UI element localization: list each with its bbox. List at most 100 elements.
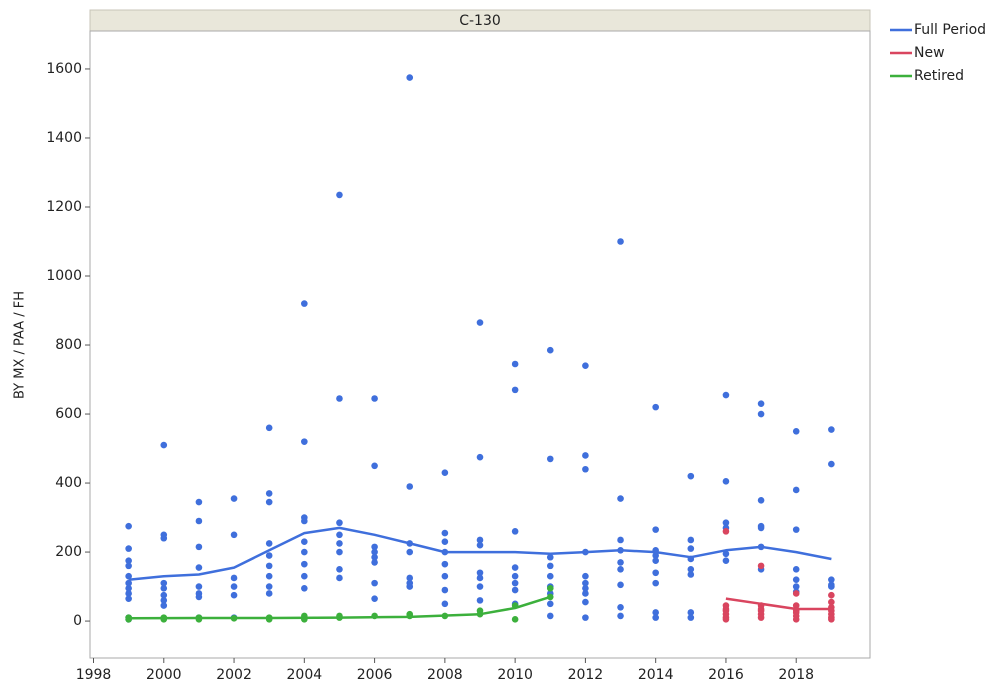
point — [757, 524, 765, 532]
point — [687, 472, 695, 480]
point — [792, 526, 800, 533]
fit-line — [128, 595, 551, 620]
x-tick-label: 2006 — [357, 667, 393, 683]
point — [617, 238, 624, 245]
point — [301, 438, 308, 445]
point — [511, 528, 519, 535]
point — [406, 483, 414, 490]
point — [511, 616, 519, 623]
point — [722, 557, 730, 564]
point — [301, 300, 308, 307]
point — [336, 574, 343, 582]
point — [230, 531, 238, 539]
point — [792, 590, 800, 597]
point — [476, 541, 484, 549]
point — [301, 517, 308, 525]
point — [582, 590, 589, 597]
point — [757, 614, 765, 621]
point — [195, 564, 203, 571]
point — [371, 579, 378, 587]
point — [476, 597, 484, 604]
point — [441, 538, 449, 546]
point — [265, 590, 273, 597]
x-tick-label: 2000 — [146, 667, 182, 683]
point — [371, 543, 378, 551]
point — [582, 465, 589, 473]
point — [441, 572, 449, 580]
point — [687, 545, 695, 552]
point — [336, 540, 343, 547]
point — [476, 453, 484, 461]
point — [757, 410, 765, 418]
chart-title: C-130 — [459, 13, 501, 29]
point — [406, 74, 414, 81]
point — [722, 478, 730, 485]
point — [230, 591, 238, 599]
point — [336, 519, 343, 527]
point — [828, 426, 835, 433]
point — [687, 566, 695, 573]
point — [652, 403, 659, 411]
point — [617, 536, 624, 544]
x-tick-label: 2018 — [778, 667, 814, 683]
point — [301, 538, 308, 546]
point — [546, 612, 554, 620]
point — [722, 528, 730, 535]
point — [160, 602, 168, 609]
point — [301, 584, 308, 592]
point — [230, 495, 238, 502]
point — [336, 566, 343, 573]
point — [511, 572, 519, 580]
point — [582, 362, 589, 370]
point — [265, 540, 273, 547]
y-tick-label: 1200 — [46, 199, 82, 215]
point — [160, 579, 168, 587]
point — [722, 391, 730, 399]
point — [792, 576, 800, 583]
point — [195, 517, 203, 525]
fit-line — [725, 597, 832, 611]
point — [792, 616, 800, 623]
point — [722, 616, 730, 623]
x-tick-label: 2012 — [568, 667, 604, 683]
point — [125, 584, 132, 592]
x-tick-label: 2016 — [708, 667, 744, 683]
legend-label: Retired — [914, 68, 964, 84]
point — [757, 400, 765, 407]
point — [652, 569, 659, 577]
point — [546, 562, 554, 570]
point — [828, 576, 835, 583]
point — [371, 559, 378, 566]
point — [125, 595, 132, 602]
point — [125, 545, 132, 552]
point — [230, 583, 238, 590]
point — [195, 593, 203, 601]
point — [511, 579, 519, 587]
point — [371, 395, 378, 402]
plot-frame — [89, 30, 871, 659]
point — [722, 519, 730, 527]
point — [371, 548, 378, 556]
point — [230, 574, 238, 582]
point — [582, 579, 589, 587]
point — [828, 591, 835, 599]
point — [441, 529, 449, 537]
point — [722, 550, 730, 558]
point — [371, 462, 378, 470]
point — [687, 609, 695, 616]
point — [511, 360, 519, 368]
point — [476, 319, 484, 326]
point — [792, 583, 800, 590]
point — [617, 581, 624, 589]
y-tick-label: 400 — [55, 475, 82, 491]
point — [195, 543, 203, 551]
y-tick-label: 200 — [55, 544, 82, 560]
point — [125, 579, 132, 587]
y-tick-label: 0 — [73, 613, 82, 629]
y-tick-label: 600 — [55, 406, 82, 422]
point — [265, 562, 273, 570]
point — [828, 598, 835, 606]
point — [792, 602, 800, 609]
point — [511, 386, 519, 394]
point — [441, 600, 449, 608]
